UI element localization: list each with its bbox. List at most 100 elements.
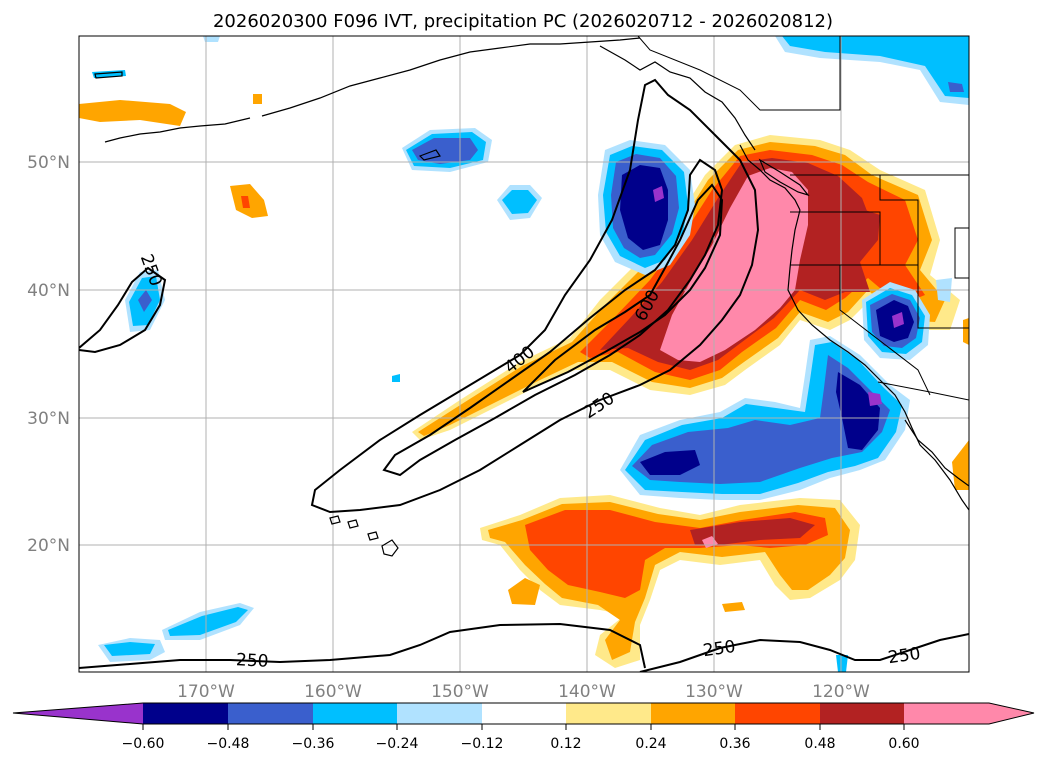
shade-neg-goa-048 xyxy=(620,165,668,250)
ivt-250-west xyxy=(79,266,167,354)
shade-pos-nw-a xyxy=(79,100,186,126)
colorbar-bin-2 xyxy=(228,703,313,724)
state-border-ca-or xyxy=(790,264,969,329)
shade-neg-w1-036 xyxy=(412,138,478,164)
state-border-wa-or xyxy=(790,211,881,265)
alaska-coast xyxy=(261,37,756,151)
shade-neg-ca-060 xyxy=(892,312,904,328)
lon-label-120w: 120°W xyxy=(812,682,870,702)
shade-neg-sw2-024 xyxy=(168,607,248,636)
hawaii-oahu xyxy=(347,519,359,529)
bc-coast xyxy=(739,144,801,211)
hawaii-maui xyxy=(367,531,379,541)
colorbar-tick-label: −0.24 xyxy=(376,736,419,752)
lat-label-20n: 20°N xyxy=(27,536,70,556)
colorbar-tick-label: −0.36 xyxy=(292,736,335,752)
aleutian-chain xyxy=(104,117,251,143)
colorbar-bin-7 xyxy=(651,703,735,724)
coastlines xyxy=(94,37,969,557)
ivt-250-south xyxy=(79,622,646,669)
shade-neg-ca-south xyxy=(836,655,848,672)
shade-neg-ne-036 xyxy=(948,82,964,92)
shade-neg-se-048b xyxy=(836,372,880,450)
hawaii-big-island xyxy=(381,539,399,557)
lat-label-30n: 30°N xyxy=(27,409,70,429)
shade-neg-w6 xyxy=(203,36,220,42)
graticule xyxy=(79,36,969,672)
shade-pos-nw-c xyxy=(241,196,250,208)
shade-pos-small-b xyxy=(722,602,745,612)
map-frame xyxy=(78,35,970,673)
political-borders xyxy=(637,36,969,401)
colorbar-tick-label: 0.24 xyxy=(635,736,666,752)
shade-neg-w2-024 xyxy=(502,190,537,214)
ivt-400 xyxy=(382,158,724,477)
lon-label-160w: 160°W xyxy=(304,682,362,702)
colorbar-bin-3 xyxy=(313,703,397,724)
lon-label-170w: 170°W xyxy=(177,682,235,702)
colorbar: −0.60 −0.48 −0.36 −0.24 −0.12 0.12 0.24 … xyxy=(12,702,1035,752)
colorbar-bin-9 xyxy=(820,703,904,724)
vancouver-island xyxy=(758,158,810,197)
colorbar-tick-label: −0.48 xyxy=(207,736,250,752)
shade-neg-w3-036 xyxy=(138,290,152,312)
colorbar-bin-5 xyxy=(482,703,566,724)
ivt-250-main xyxy=(310,78,760,514)
lon-label-130w: 130°W xyxy=(685,682,743,702)
shade-pos-nw-d xyxy=(253,94,262,104)
shade-pos-nw-b xyxy=(230,184,268,218)
colorbar-bin-6 xyxy=(566,703,651,724)
nw-island-a xyxy=(94,71,123,79)
map-title: 2026020300 F096 IVT, precipitation PC (2… xyxy=(213,11,833,32)
shade-pos-e-edge xyxy=(963,318,969,345)
nw-island-b xyxy=(418,149,441,161)
us-mexico-border xyxy=(877,381,969,401)
lat-label-40n: 40°N xyxy=(27,281,70,301)
shade-neg-w5 xyxy=(392,374,400,382)
colorbar-tick-label: 0.12 xyxy=(550,736,581,752)
lat-label-50n: 50°N xyxy=(27,153,70,173)
shade-pos-048-inland xyxy=(808,200,880,295)
latitude-labels: 50°N 40°N 30°N 20°N xyxy=(27,153,70,556)
colorbar-bin-8 xyxy=(735,703,820,724)
ivt-250-south-east xyxy=(639,633,969,672)
shade-pos-sub-048 xyxy=(690,518,815,545)
shade-pos-060 xyxy=(660,168,808,362)
shade-pos-small-a xyxy=(508,578,540,605)
colorbar-bin-10 xyxy=(904,703,989,724)
west-coast xyxy=(787,209,969,511)
ivt-label-250-se2: 250 xyxy=(887,644,922,668)
state-border-id xyxy=(879,175,919,265)
colorbar-tick-label: 0.36 xyxy=(719,736,750,752)
colorbar-tick-label: −0.12 xyxy=(461,736,504,752)
colorbar-ticks xyxy=(142,724,905,730)
hawaii-kauai xyxy=(329,515,341,525)
shade-neg-goa-060 xyxy=(653,186,664,202)
longitude-labels: 170°W 160°W 150°W 140°W 130°W 120°W xyxy=(177,682,870,702)
state-border-e xyxy=(954,227,969,279)
map-panel: 250 400 600 250 250 250 250 xyxy=(79,36,969,672)
colorbar-extend-low xyxy=(13,703,143,724)
ivt-contours xyxy=(79,78,969,672)
shade-neg-ne-024 xyxy=(782,36,969,98)
colorbar-bin-4 xyxy=(397,703,482,724)
shade-pos-se-edge xyxy=(952,440,969,490)
colorbar-extend-high xyxy=(989,703,1034,724)
shade-neg-se-048 xyxy=(640,450,700,475)
ivt-label-250-south: 250 xyxy=(236,650,269,672)
shade-neg-sw1-024 xyxy=(104,642,155,656)
shade-neg-se-036 xyxy=(632,355,890,484)
baja-east xyxy=(904,419,969,487)
ivt-600 xyxy=(522,183,724,393)
state-border-nv xyxy=(839,265,931,396)
lon-label-150w: 150°W xyxy=(431,682,489,702)
colorbar-bin-1 xyxy=(143,703,228,724)
colorbar-tick-label: 0.60 xyxy=(888,736,919,752)
colorbar-tick-label: −0.60 xyxy=(122,736,165,752)
colorbar-tick-label: 0.48 xyxy=(804,736,835,752)
lon-label-140w: 140°W xyxy=(558,682,616,702)
shade-neg-se-060 xyxy=(868,392,882,406)
ivt-label-250-se1: 250 xyxy=(702,637,737,661)
alaska-canada-border xyxy=(637,36,841,111)
